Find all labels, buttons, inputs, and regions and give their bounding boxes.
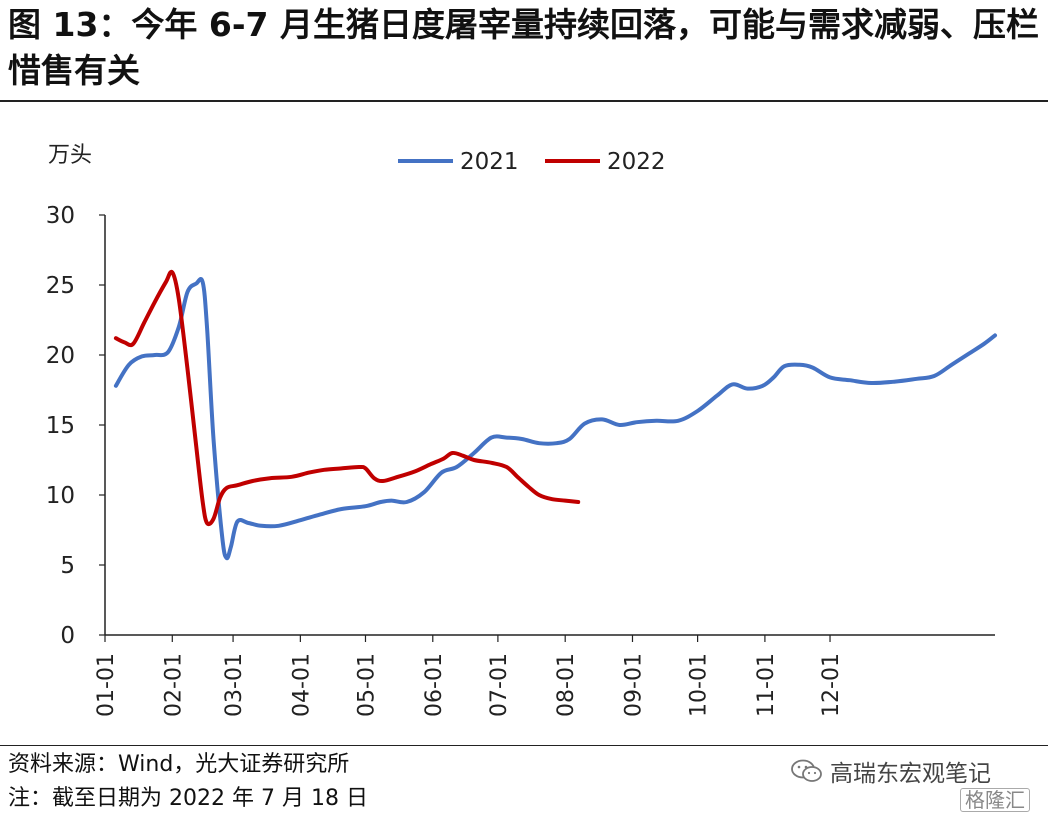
logo-text: 格隆汇 bbox=[960, 788, 1030, 812]
footer-divider bbox=[0, 745, 1048, 746]
x-tick-label: 05-01 bbox=[354, 653, 379, 717]
legend-label-2021: 2021 bbox=[460, 149, 519, 175]
figure-title: 图 13：今年 6-7 月生猪日度屠宰量持续回落，可能与需求减弱、压栏惜售有关 bbox=[8, 5, 1040, 90]
y-tick-label: 5 bbox=[60, 553, 75, 579]
x-tick-label: 12-01 bbox=[819, 653, 844, 717]
x-tick-label: 07-01 bbox=[487, 653, 512, 717]
source-note: 资料来源：Wind，光大证券研究所 bbox=[8, 752, 350, 777]
x-tick-label: 04-01 bbox=[289, 653, 314, 717]
date-note: 注：截至日期为 2022 年 7 月 18 日 bbox=[8, 786, 368, 811]
x-tick-label: 06-01 bbox=[422, 653, 447, 717]
series-line-2021 bbox=[113, 277, 997, 561]
y-tick-label: 30 bbox=[46, 203, 75, 229]
series-line-2022 bbox=[113, 269, 581, 527]
chart-legend: 2021 2022 bbox=[398, 149, 666, 175]
x-tick-label: 03-01 bbox=[222, 653, 247, 717]
wechat-icon bbox=[791, 759, 822, 782]
legend-label-2022: 2022 bbox=[607, 149, 666, 175]
title-divider bbox=[0, 100, 1048, 102]
series-layer bbox=[113, 269, 997, 561]
y-tick-label: 0 bbox=[60, 623, 75, 649]
y-tick-label: 25 bbox=[46, 273, 75, 299]
watermark-text: 高瑞东宏观笔记 bbox=[830, 761, 991, 787]
y-tick-label: 20 bbox=[46, 343, 75, 369]
x-tick-label: 02-01 bbox=[161, 653, 186, 717]
y-axis-label: 万头 bbox=[48, 143, 92, 168]
axes: 0 5 10 15 20 25 30 01-01 02-01 03-01 04-01 05-01 06-… bbox=[46, 203, 995, 717]
y-tick-label: 10 bbox=[46, 483, 75, 509]
x-tick-label: 01-01 bbox=[94, 653, 119, 717]
x-tick-label: 09-01 bbox=[621, 653, 646, 717]
x-tick-label: 10-01 bbox=[687, 653, 712, 717]
watermark: 高瑞东宏观笔记 bbox=[790, 754, 991, 788]
x-tick-label: 08-01 bbox=[554, 653, 579, 717]
x-tick-label: 11-01 bbox=[754, 653, 779, 717]
y-tick-label: 15 bbox=[46, 413, 75, 439]
